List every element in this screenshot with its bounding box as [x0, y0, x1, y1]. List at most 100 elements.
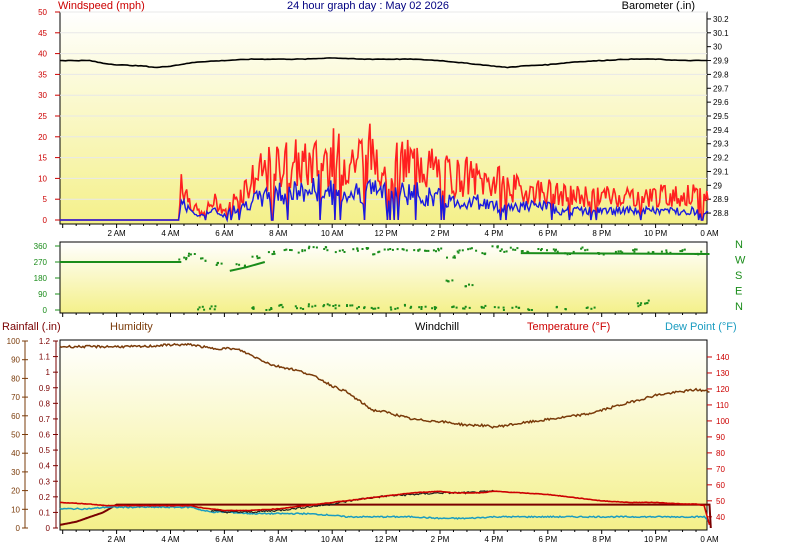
direction-point — [493, 306, 496, 309]
dewpoint-line — [59, 505, 711, 523]
rainfall-line — [59, 503, 712, 529]
direction-point — [499, 250, 502, 252]
direction-point — [200, 257, 202, 260]
climate-x-tick-label: 2 AM — [107, 535, 126, 544]
direction-point — [467, 248, 470, 251]
direction-point — [357, 306, 360, 308]
direction-point — [290, 249, 293, 252]
direction-point — [185, 257, 188, 259]
direction-point — [435, 306, 438, 309]
barometer-y-tick-label: 29.7 — [713, 84, 729, 93]
direction-point — [279, 304, 282, 306]
direction-point — [647, 251, 650, 254]
direction-point — [235, 263, 238, 266]
wind-x-tick-label: 4 AM — [161, 229, 180, 238]
direction-point — [530, 309, 533, 311]
direction-point — [647, 299, 650, 302]
humidity-y-tick-label: 20 — [11, 487, 20, 496]
wind-x-tick-label: 6 PM — [538, 229, 557, 238]
direction-point — [198, 306, 201, 309]
direction-point — [187, 254, 190, 257]
direction-point — [366, 247, 369, 250]
wind-x-tick-label: 2 AM — [107, 229, 126, 238]
direction-point — [356, 307, 359, 310]
rainfall-y-tick-label: 0.8 — [39, 399, 51, 408]
direction-point — [370, 306, 373, 309]
humidity-y-tick-label: 70 — [11, 393, 20, 402]
direction-point — [334, 304, 337, 307]
windspeed-axis-title: Windspeed (mph) — [58, 0, 145, 12]
compass-label: E — [735, 286, 742, 298]
legend-humidity: Humidity — [110, 321, 153, 333]
direction-point — [267, 251, 270, 254]
direction-point — [185, 258, 188, 261]
humidity-y-tick-label: 100 — [7, 337, 21, 346]
direction-point — [377, 306, 380, 309]
climate-x-tick-label: 6 AM — [215, 535, 234, 544]
direction-point — [311, 305, 314, 308]
direction-point — [512, 248, 515, 251]
climate-x-tick-label: 4 PM — [485, 535, 504, 544]
direction-point — [526, 250, 529, 253]
direction-point — [452, 305, 455, 308]
direction-point — [683, 248, 686, 251]
direction-point — [204, 259, 207, 262]
direction-point — [391, 248, 394, 251]
direction-point — [497, 306, 500, 309]
direction-point — [387, 248, 390, 251]
humidity-y-tick-label: 40 — [11, 449, 20, 458]
direction-point — [518, 306, 521, 309]
direction-point — [637, 305, 640, 308]
direction-point — [394, 307, 397, 310]
direction-point — [646, 302, 649, 304]
direction-point — [491, 245, 494, 248]
wind-y-tick-label: 15 — [38, 154, 47, 163]
direction-point — [569, 253, 571, 255]
rainfall-y-tick-label: 0 — [46, 524, 51, 533]
wind-x-tick-label: 8 AM — [269, 229, 288, 238]
direction-point — [590, 307, 593, 310]
direction-y-tick-label: 360 — [34, 242, 48, 251]
direction-point — [502, 306, 505, 309]
direction-point — [420, 308, 423, 310]
direction-point — [555, 306, 558, 309]
direction-point — [299, 307, 302, 310]
humidity-y-tick-label: 50 — [11, 431, 20, 440]
direction-point — [258, 256, 261, 259]
barometer-line — [59, 57, 707, 69]
direction-point — [440, 247, 443, 250]
legend-temperature: Temperature (°F) — [527, 321, 610, 333]
direction-point — [372, 253, 375, 256]
direction-point — [389, 248, 392, 250]
temperature-y-tick-label: 70 — [716, 465, 725, 474]
direction-point — [503, 250, 506, 253]
climate-x-tick-label: 2 PM — [431, 535, 450, 544]
direction-point — [521, 250, 524, 252]
direction-point — [584, 249, 587, 252]
direction-y-tick-label: 90 — [38, 290, 47, 299]
rainfall-y-tick-label: 1.1 — [39, 353, 51, 362]
direction-point — [315, 246, 318, 249]
direction-point — [356, 247, 359, 250]
climate-x-tick-label: 8 AM — [269, 535, 288, 544]
direction-point — [483, 252, 486, 255]
direction-point — [338, 249, 341, 252]
direction-point — [271, 253, 274, 256]
direction-point — [252, 306, 255, 309]
direction-point — [679, 250, 682, 253]
direction-point — [481, 252, 484, 255]
direction-point — [640, 302, 643, 305]
wind-y-tick-label: 50 — [38, 8, 47, 17]
direction-point — [268, 308, 271, 311]
direction-point — [312, 246, 315, 249]
direction-point — [453, 255, 456, 258]
direction-point — [193, 253, 196, 255]
direction-point — [377, 251, 380, 254]
temperature-y-tick-label: 110 — [716, 401, 729, 410]
temperature-y-tick-label: 80 — [716, 449, 725, 458]
direction-point — [432, 249, 435, 252]
direction-point — [660, 250, 663, 253]
direction-point — [307, 303, 310, 306]
direction-point — [363, 306, 366, 309]
direction-point — [451, 279, 454, 282]
